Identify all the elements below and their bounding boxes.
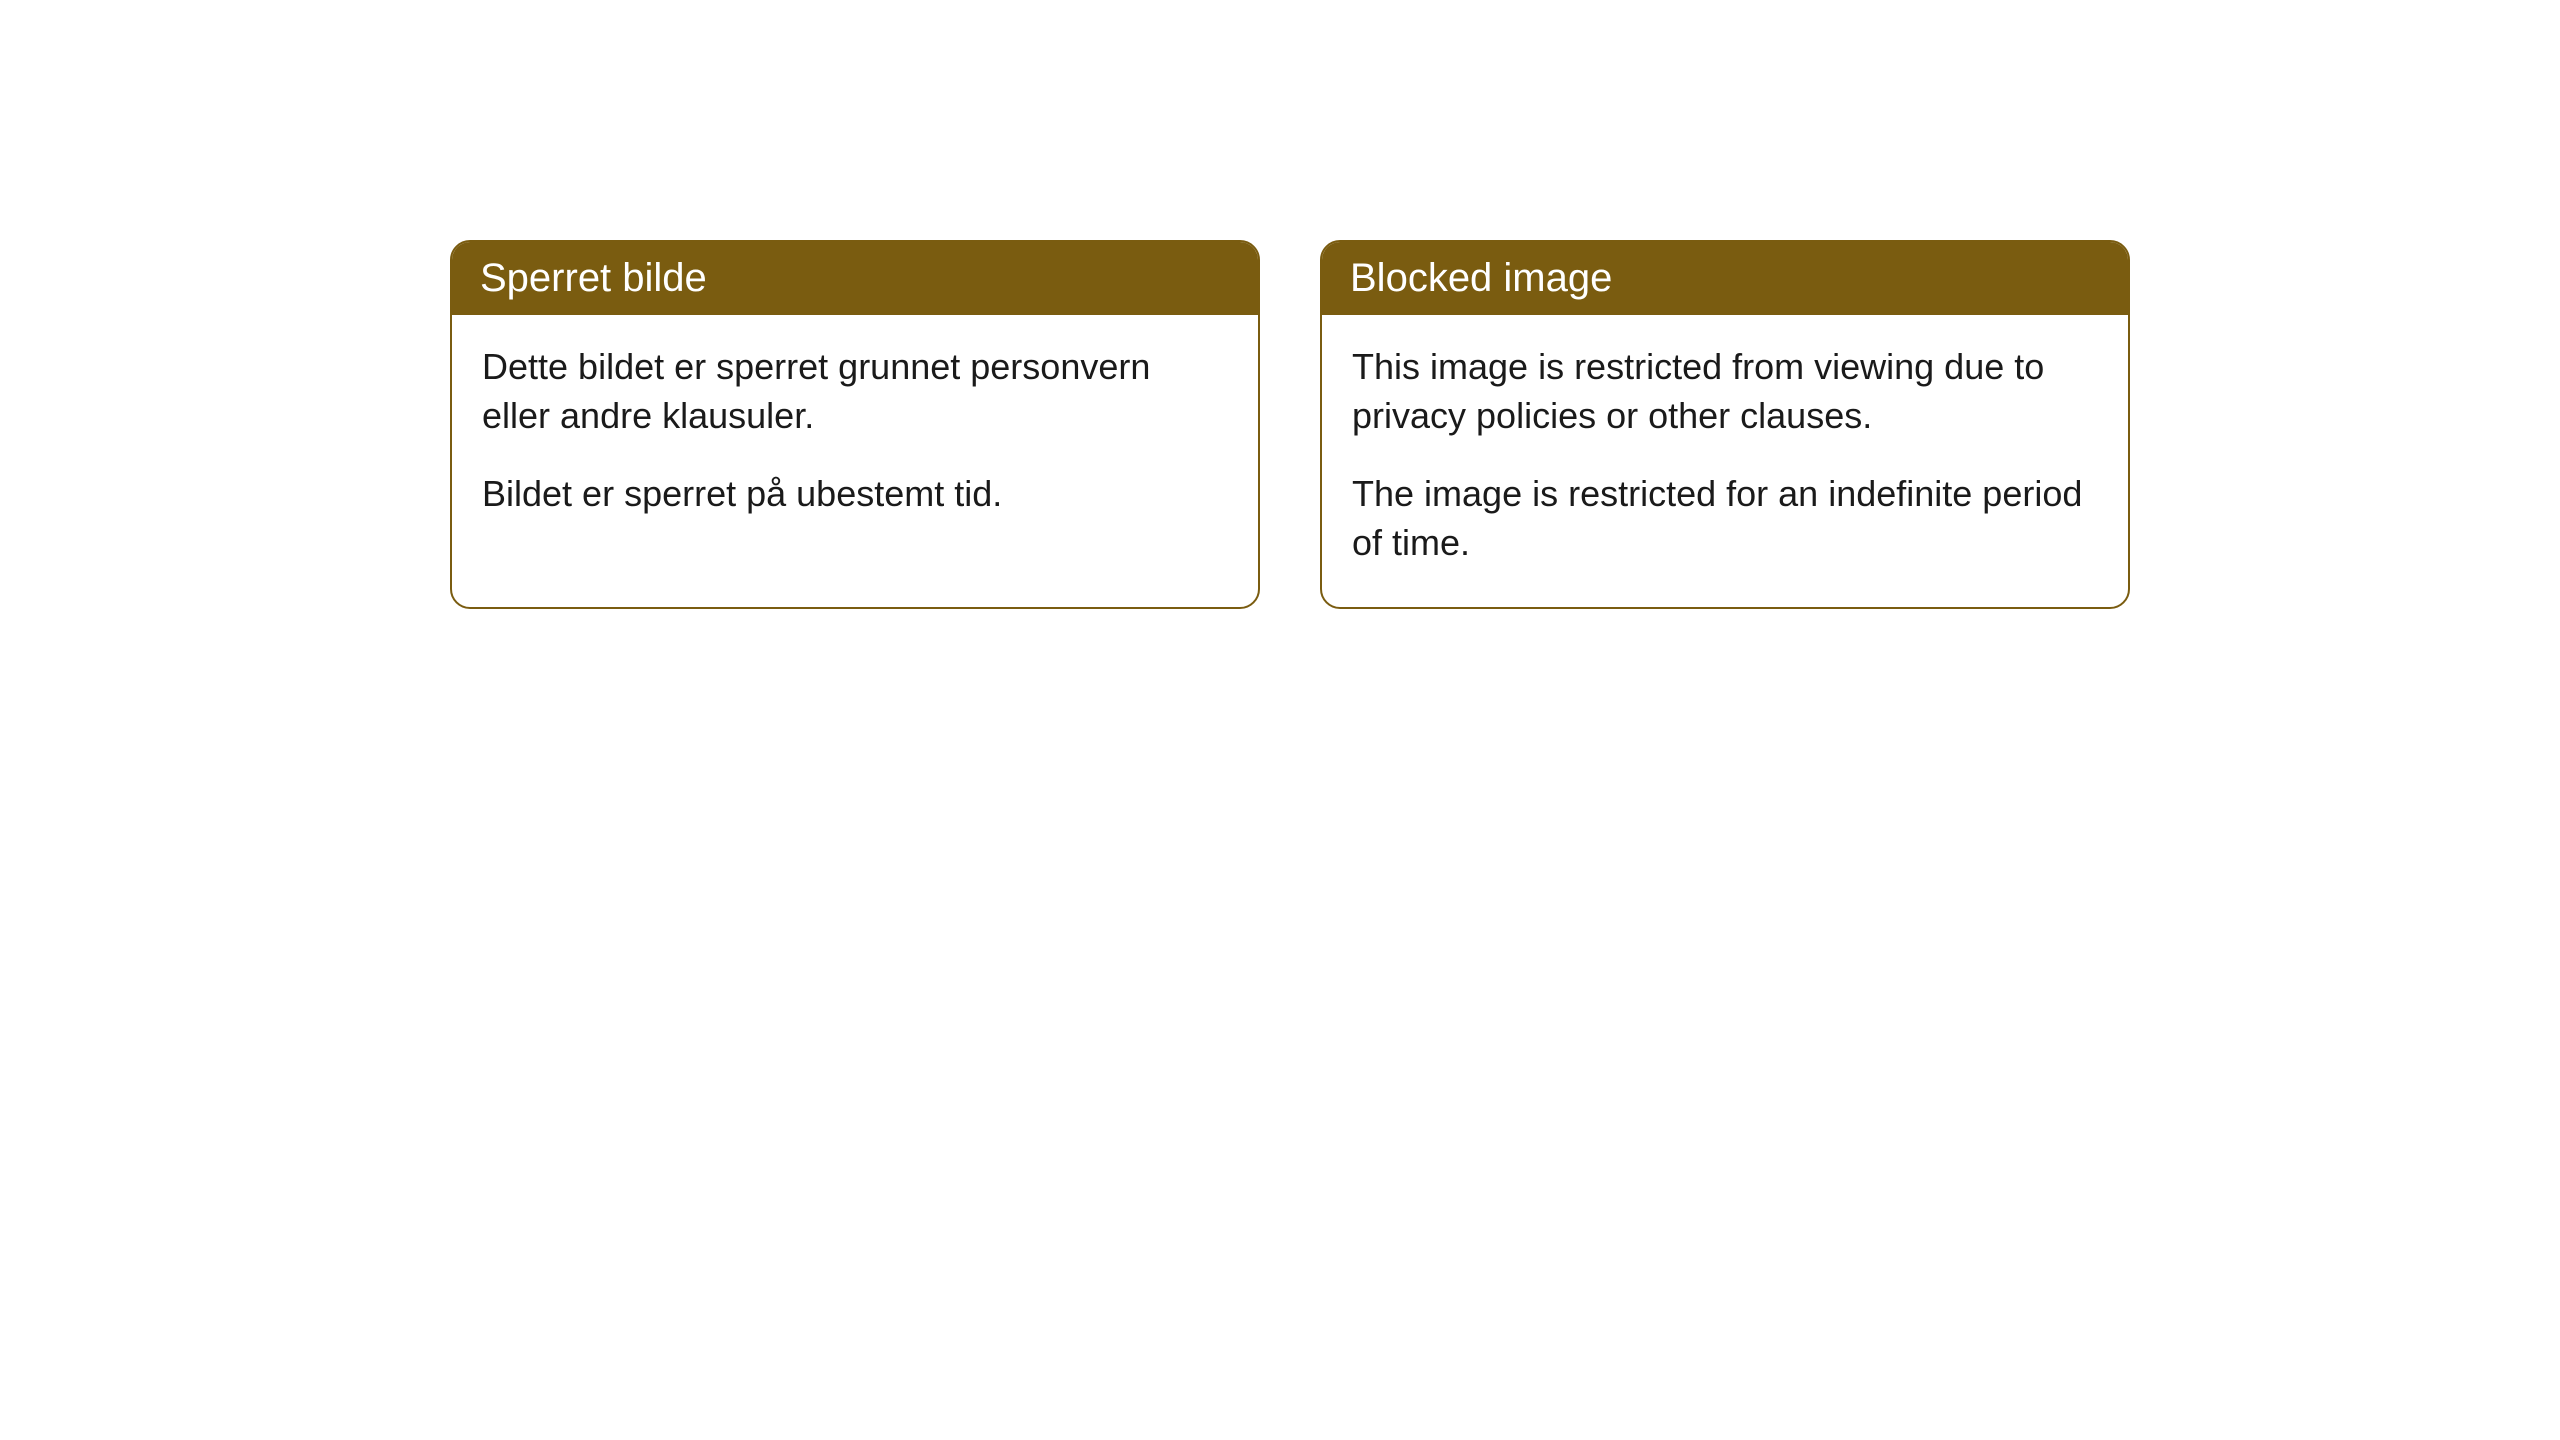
card-paragraph: The image is restricted for an indefinit… bbox=[1352, 470, 2098, 567]
blocked-image-card-english: Blocked image This image is restricted f… bbox=[1320, 240, 2130, 609]
card-body: Dette bildet er sperret grunnet personve… bbox=[452, 315, 1258, 559]
card-paragraph: Bildet er sperret på ubestemt tid. bbox=[482, 470, 1228, 519]
card-title: Blocked image bbox=[1322, 242, 2128, 315]
notice-cards-container: Sperret bilde Dette bildet er sperret gr… bbox=[450, 240, 2130, 609]
card-paragraph: Dette bildet er sperret grunnet personve… bbox=[482, 343, 1228, 440]
card-body: This image is restricted from viewing du… bbox=[1322, 315, 2128, 607]
card-title: Sperret bilde bbox=[452, 242, 1258, 315]
blocked-image-card-norwegian: Sperret bilde Dette bildet er sperret gr… bbox=[450, 240, 1260, 609]
card-paragraph: This image is restricted from viewing du… bbox=[1352, 343, 2098, 440]
